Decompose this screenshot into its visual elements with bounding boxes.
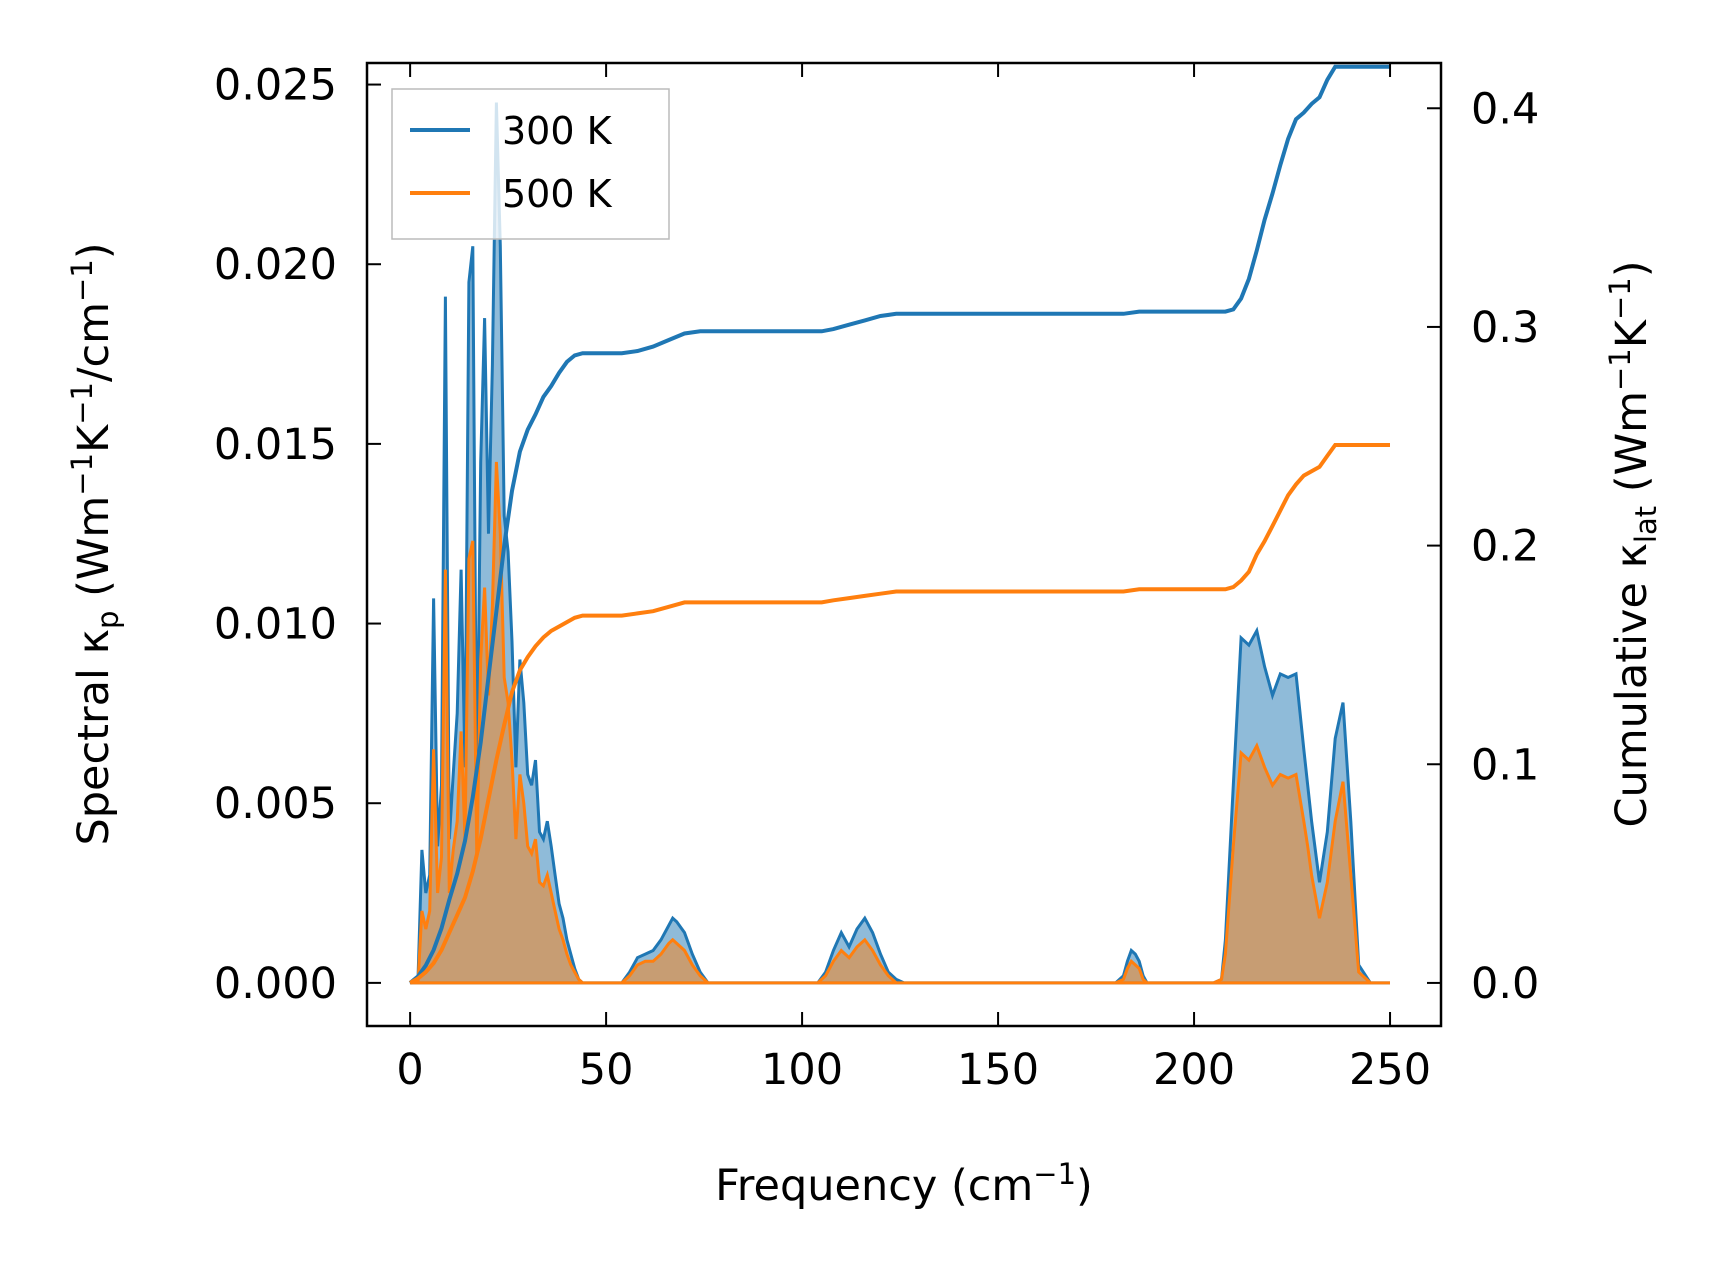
right-y-tick-label: 0.1 bbox=[1471, 740, 1539, 790]
right-y-tick-label: 0.3 bbox=[1471, 303, 1539, 353]
x-tick-label: 50 bbox=[579, 1045, 634, 1095]
right-y-tick-label: 0.4 bbox=[1471, 84, 1539, 134]
x-axis-ticks: 0 50 100 150 200 250 bbox=[396, 63, 1431, 1095]
right-y-axis-label: Cumulative κlat (Wm−1K−1) bbox=[1603, 261, 1663, 828]
legend: 300 K 500 K bbox=[391, 88, 670, 240]
left-y-tick-label: 0.010 bbox=[214, 600, 337, 650]
cumulative-line-500k bbox=[409, 443, 1390, 985]
right-y-axis-ticks: 0.0 0.1 0.2 0.3 0.4 bbox=[1427, 84, 1539, 1009]
x-tick-label: 150 bbox=[957, 1045, 1039, 1095]
x-tick-label: 100 bbox=[761, 1045, 843, 1095]
legend-label-500k: 500 K bbox=[502, 172, 613, 216]
spectral-fills bbox=[409, 102, 1390, 985]
left-y-tick-label: 0.005 bbox=[214, 779, 337, 829]
legend-label-300k: 300 K bbox=[502, 109, 613, 153]
left-y-axis-ticks: 0.000 0.005 0.010 0.015 0.020 0.025 bbox=[214, 61, 381, 1009]
left-y-tick-label: 0.000 bbox=[214, 959, 337, 1009]
x-tick-label: 250 bbox=[1349, 1045, 1431, 1095]
cumulative-lines bbox=[408, 64, 1390, 985]
left-y-tick-label: 0.015 bbox=[214, 420, 337, 470]
right-y-tick-label: 0.2 bbox=[1471, 522, 1539, 572]
x-axis-label: Frequency (cm−1) bbox=[715, 1157, 1093, 1211]
cumulative-line-300k bbox=[408, 64, 1390, 985]
legend-box bbox=[391, 88, 670, 240]
left-y-tick-label: 0.025 bbox=[214, 61, 337, 111]
x-tick-label: 0 bbox=[396, 1045, 423, 1095]
left-y-tick-label: 0.020 bbox=[214, 240, 337, 290]
left-y-axis-label: Spectral κp (Wm−1K−1/cm−1) bbox=[65, 242, 125, 845]
x-tick-label: 200 bbox=[1153, 1045, 1235, 1095]
spectral-fill-500k bbox=[410, 461, 1390, 985]
right-y-tick-label: 0.0 bbox=[1471, 959, 1539, 1009]
plot-frame bbox=[365, 61, 1443, 1028]
